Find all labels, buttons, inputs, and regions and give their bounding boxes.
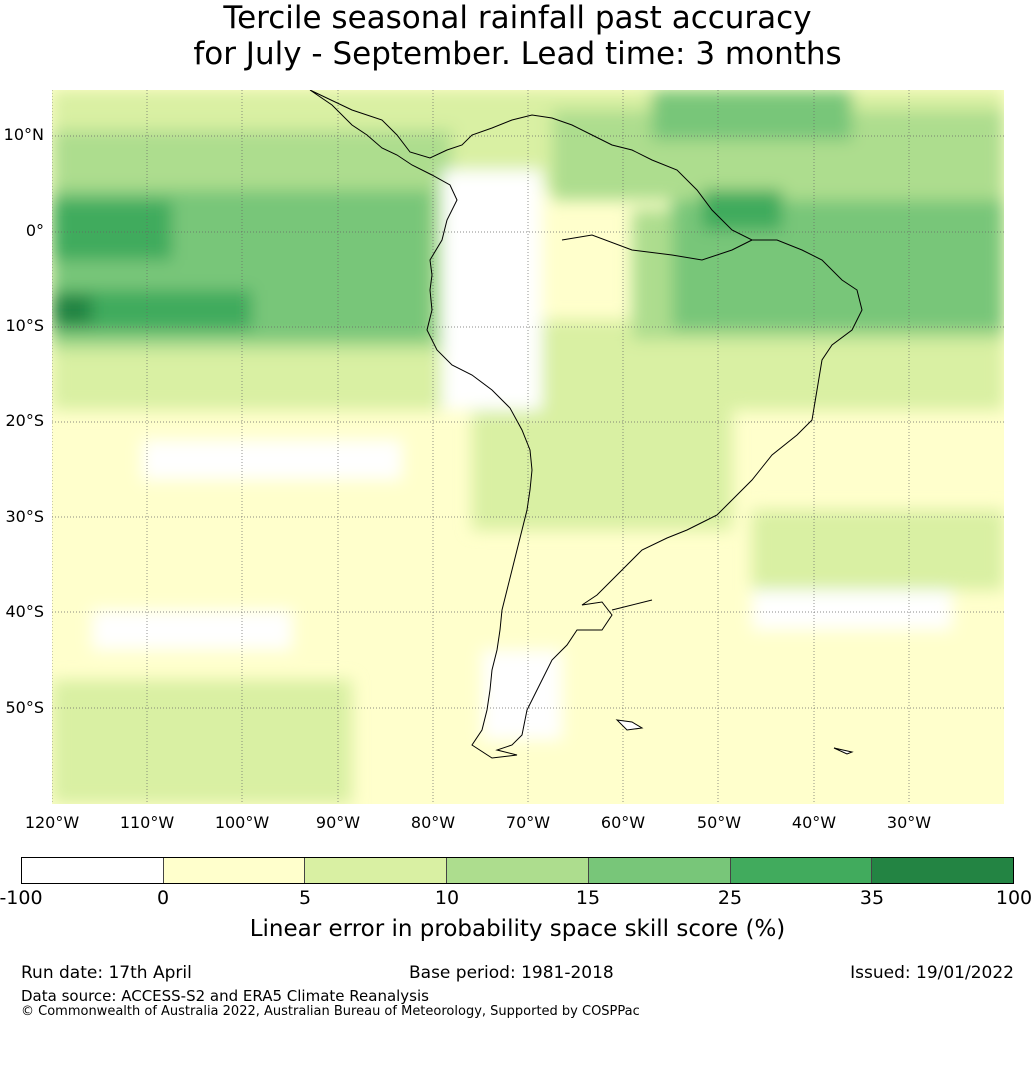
lat-label: 0° <box>25 221 44 240</box>
colorbar-segment <box>22 858 164 883</box>
colorbar-tick: 15 <box>575 887 601 909</box>
colorbar <box>21 857 1014 884</box>
skill-field <box>52 90 1004 804</box>
colorbar-segment <box>730 858 873 883</box>
map-title-line-1: Tercile seasonal rainfall past accuracy <box>223 0 812 36</box>
lat-label: 10°S <box>5 316 44 335</box>
data-source: Data source: ACCESS-S2 and ERA5 Climate … <box>21 987 429 1005</box>
copyright: © Commonwealth of Australia 2022, Austra… <box>21 1004 640 1019</box>
lon-label: 50°W <box>696 813 742 832</box>
colorbar-segment <box>872 858 1014 883</box>
colorbar-tick: -100 <box>0 887 43 909</box>
colorbar-tick: 5 <box>298 887 312 909</box>
lat-label: 40°S <box>5 602 44 621</box>
lon-label: 110°W <box>119 813 175 832</box>
colorbar-label: Linear error in probability space skill … <box>249 916 786 942</box>
lon-label: 80°W <box>410 813 456 832</box>
colorbar-tick: 25 <box>717 887 743 909</box>
colorbar-segment <box>305 858 448 883</box>
colorbar-segment <box>447 858 589 883</box>
lon-label: 90°W <box>315 813 361 832</box>
base-period: Base period: 1981-2018 <box>409 963 614 983</box>
colorbar-tick: 35 <box>859 887 885 909</box>
run-date: Run date: 17th April <box>21 963 192 983</box>
colorbar-tick: 0 <box>156 887 170 909</box>
colorbar-tick: 100 <box>995 887 1033 909</box>
lat-label: 30°S <box>5 507 44 526</box>
map-title-line-2: for July - September. Lead time: 3 month… <box>193 36 842 72</box>
lon-label: 30°W <box>886 813 932 832</box>
colorbar-segment <box>163 858 306 883</box>
lon-label: 120°W <box>24 813 80 832</box>
lon-label: 60°W <box>600 813 646 832</box>
graticule <box>52 90 1004 804</box>
lat-label: 10°N <box>3 125 44 144</box>
south-america-coastline <box>309 90 863 759</box>
lon-label: 70°W <box>505 813 551 832</box>
skill-score-map <box>52 90 1004 804</box>
colorbar-segment <box>588 858 731 883</box>
lat-label: 20°S <box>5 411 44 430</box>
issued-date: Issued: 19/01/2022 <box>850 963 1014 983</box>
lon-label: 40°W <box>791 813 837 832</box>
colorbar-tick: 10 <box>434 887 460 909</box>
lat-label: 50°S <box>5 698 44 717</box>
lon-label: 100°W <box>214 813 270 832</box>
